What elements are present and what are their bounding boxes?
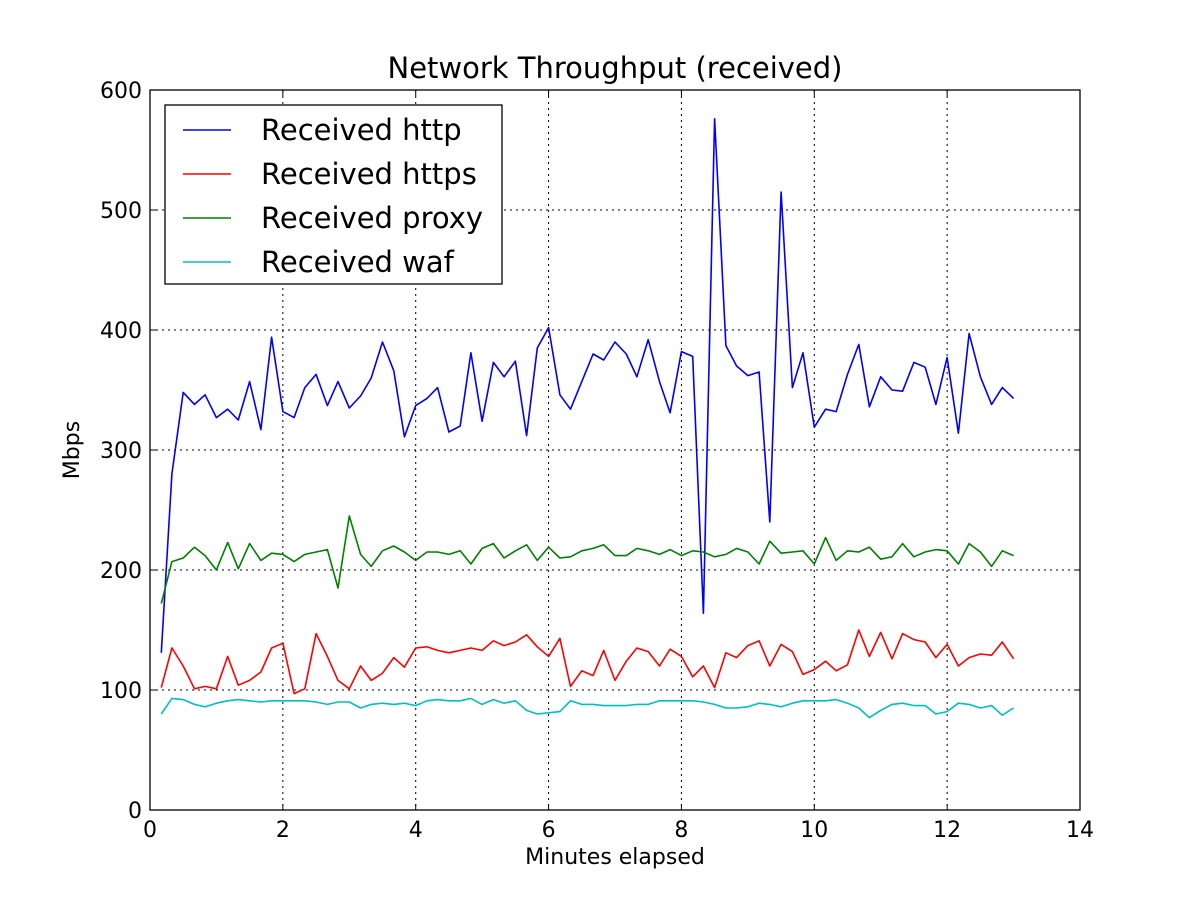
axis-ticks: 0 2 4 6 8 10 12 14 0 100 200 300 400 500 600 (100, 79, 1094, 843)
series-line-received-http (160, 118, 1015, 653)
x-tick-label: 4 (409, 818, 423, 843)
series-lines (160, 118, 1015, 719)
series-line-received-https (160, 629, 1015, 695)
y-tick-label: 300 (100, 439, 142, 464)
x-tick-label: 12 (933, 818, 961, 843)
y-axis-label: Mbps (60, 421, 85, 479)
x-tick-label: 10 (800, 818, 828, 843)
y-tick-label: 200 (100, 559, 142, 584)
x-tick-label: 2 (276, 818, 290, 843)
y-tick-label: 0 (128, 799, 142, 824)
x-axis-label: Minutes elapsed (525, 845, 705, 870)
legend-label-received-proxy: Received proxy (261, 201, 483, 235)
legend-label-received-waf: Received waf (261, 245, 455, 279)
legend: Received http Received https Received prox… (164, 104, 503, 285)
x-tick-label: 14 (1066, 818, 1094, 843)
y-tick-label: 100 (100, 679, 142, 704)
legend-box (164, 104, 503, 285)
y-tick-label: 500 (100, 199, 142, 224)
legend-label-received-https: Received https (261, 157, 477, 191)
chart-title: Network Throughput (received) (388, 51, 843, 85)
series-line-received-waf (160, 697, 1015, 719)
y-tick-label: 400 (100, 319, 142, 344)
x-tick-label: 6 (542, 818, 556, 843)
x-tick-label: 8 (674, 818, 688, 843)
y-tick-label: 600 (100, 79, 142, 104)
x-tick-label: 0 (143, 818, 157, 843)
grid-lines (150, 90, 1080, 810)
legend-label-received-http: Received http (261, 113, 462, 147)
series-line-received-proxy (160, 515, 1014, 604)
